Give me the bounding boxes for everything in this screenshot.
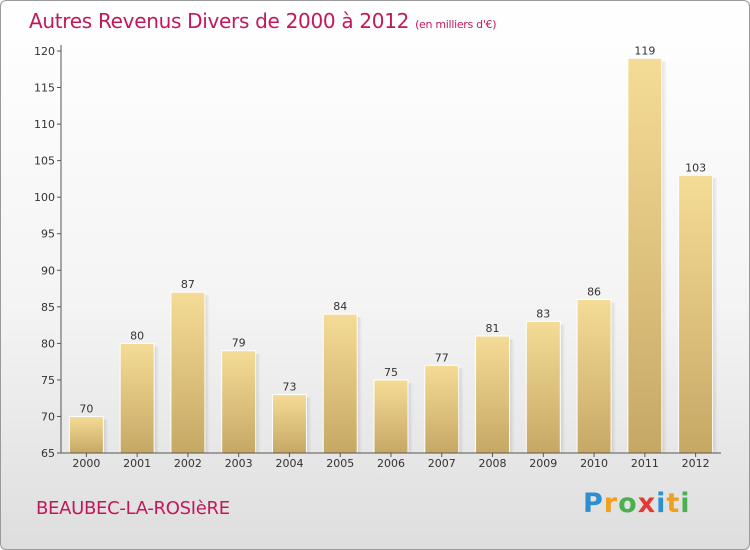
y-tick-label: 100 [34,191,55,204]
bar-2005 [322,313,358,454]
x-tick-label: 2001 [123,457,151,470]
logo-letter: o [618,488,638,519]
bar-shadow [357,317,363,453]
bar-value-label: 84 [333,300,347,313]
bar-shadow [204,295,210,453]
y-tick-label: 120 [34,45,55,58]
bar-value-label: 103 [685,161,706,174]
x-tick-label: 2003 [225,457,253,470]
logo-letter: r [603,488,619,519]
chart-title-text: Autres Revenus Divers de 2000 à 2012 [29,9,410,33]
y-tick-label: 90 [41,264,55,277]
bar-2008 [475,335,511,454]
y-tick-label: 70 [41,410,55,423]
y-tick-label: 85 [41,301,55,314]
chart-subtitle: (en milliers d'€) [415,18,497,31]
bar-2010 [576,299,612,454]
bar-2000 [68,415,104,454]
commune-name: BEAUBEC-LA-ROSIèRE [36,498,230,519]
bar-value-label: 81 [486,322,500,335]
logo-letter: i [656,488,667,519]
x-tick-label: 2012 [682,457,710,470]
bar-shadow [611,302,617,453]
bar-shadow [560,324,566,453]
bar-2006 [373,379,409,454]
bar-shadow [509,339,515,453]
y-tick-label: 75 [41,374,55,387]
bar-value-label: 77 [435,351,449,364]
y-tick-label: 115 [34,82,55,95]
y-tick-label: 105 [34,155,55,168]
bar-value-label: 119 [634,44,655,57]
proxiti-logo[interactable]: Proxiti [583,488,691,519]
bar-shadow [458,368,464,453]
bar-value-label: 87 [181,278,195,291]
y-tick-label: 80 [41,337,55,350]
bar-shadow [408,382,413,453]
bar-value-label: 80 [130,329,144,342]
x-tick-label: 2010 [580,457,608,470]
x-tick-label: 2004 [275,457,303,470]
logo-letter: i [680,488,691,519]
x-tick-label: 2005 [326,457,354,470]
bar-value-label: 73 [282,381,296,394]
bar-value-label: 75 [384,366,398,379]
bar-shadow [103,419,109,453]
bar-shadow [712,178,718,453]
x-tick-label: 2007 [428,457,456,470]
bar-value-label: 79 [232,337,246,350]
bar-value-label: 86 [587,286,601,299]
x-tick-label: 2009 [529,457,557,470]
bar-2004 [271,394,307,454]
bar-shadow [154,346,160,453]
bar-shadow [661,61,667,454]
y-tick-label: 65 [41,447,55,460]
logo-letter: P [583,488,604,519]
x-tick-label: 2006 [377,457,405,470]
bar-2011 [627,57,663,454]
bar-2002 [170,291,206,454]
y-tick-label: 110 [34,118,55,131]
x-tick-label: 2008 [479,457,507,470]
bar-2003 [221,350,257,454]
logo-letter: t [666,488,681,519]
bar-value-label: 70 [79,402,93,415]
bar-2007 [424,364,460,454]
x-tick-label: 2011 [631,457,659,470]
x-tick-label: 2002 [174,457,202,470]
bar-shadow [306,397,312,453]
bar-2009 [525,320,561,454]
logo-letter: x [637,488,657,519]
x-tick-label: 2000 [72,457,100,470]
chart-title: Autres Revenus Divers de 2000 à 2012 (en … [29,9,497,33]
y-tick-label: 95 [41,228,55,241]
bar-shadow [255,353,261,453]
bar-value-label: 83 [536,307,550,320]
bar-2001 [119,342,155,454]
axes-group: 65 70 75 80 85 90 95 100 105 110 115 120 2000 2001 200… [34,45,721,470]
bars-group: 70 80 87 79 73 84 75 77 81 83 86 119 103 [68,44,718,454]
bar-2012 [678,174,714,454]
